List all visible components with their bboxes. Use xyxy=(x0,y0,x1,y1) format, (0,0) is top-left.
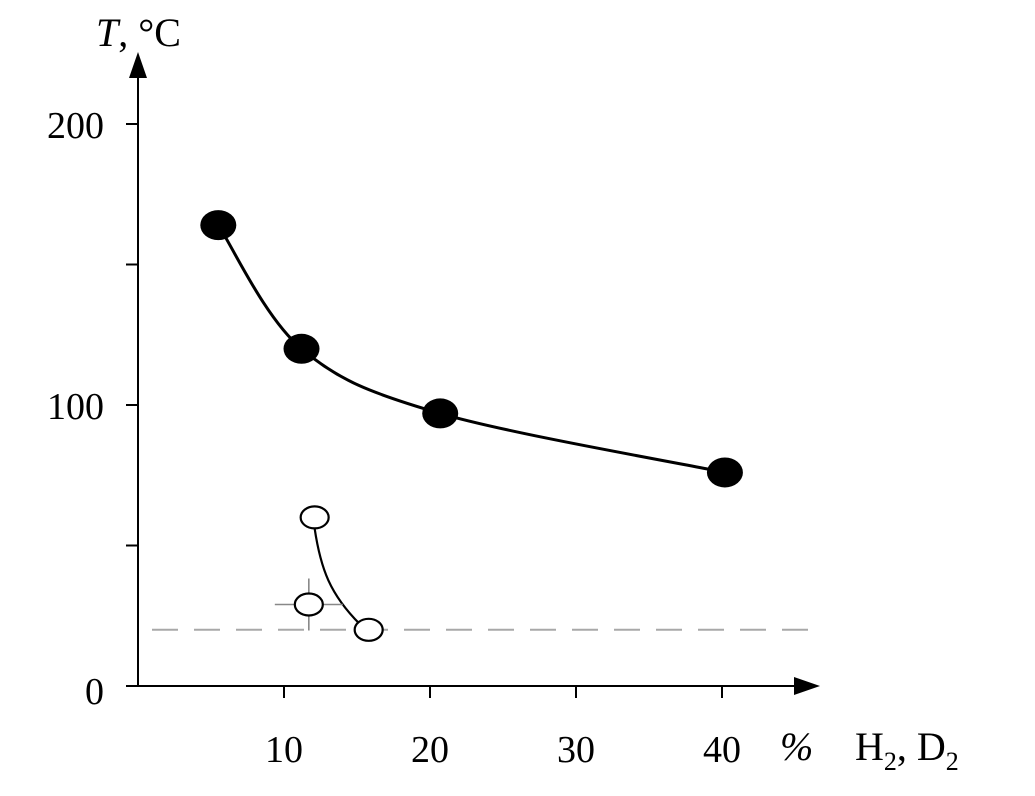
y-tick-label: 0 xyxy=(85,671,104,713)
open-data-point xyxy=(299,505,330,530)
ticks xyxy=(126,123,723,698)
x-axis-unit: % xyxy=(780,724,813,769)
x-axis-title-a-sub: 2 xyxy=(884,747,897,776)
y-axis-title-unit: , °C xyxy=(118,10,181,55)
filled-data-point xyxy=(422,398,459,429)
x-axis-title-b-sub: 2 xyxy=(946,747,959,776)
filled-data-point xyxy=(706,457,743,488)
filled-data-point xyxy=(283,333,320,364)
tick-labels: 10 20 30 40 0 100 200 xyxy=(47,105,741,771)
open-data-point xyxy=(293,592,324,617)
x-axis-title-sep: , D xyxy=(897,724,946,769)
y-axis-title: T, °C xyxy=(96,10,181,55)
open-data-point xyxy=(353,617,384,642)
open-series-curve xyxy=(313,528,361,625)
x-tick-label: 40 xyxy=(703,729,741,771)
y-tick-label: 200 xyxy=(47,105,104,147)
x-axis-arrow xyxy=(794,677,820,695)
filled-data-point xyxy=(200,210,237,241)
x-axis-title-a: H xyxy=(855,724,884,769)
x-tick-label: 20 xyxy=(411,729,449,771)
y-axis-arrow xyxy=(129,52,147,78)
y-tick-label: 100 xyxy=(47,386,104,428)
filled-series-curve xyxy=(217,224,726,474)
x-tick-label: 10 xyxy=(265,729,303,771)
x-tick-label: 30 xyxy=(557,729,595,771)
x-axis-title: H2, D2 xyxy=(855,724,959,776)
data-points xyxy=(200,210,743,642)
y-axis-title-symbol: T xyxy=(96,10,121,55)
